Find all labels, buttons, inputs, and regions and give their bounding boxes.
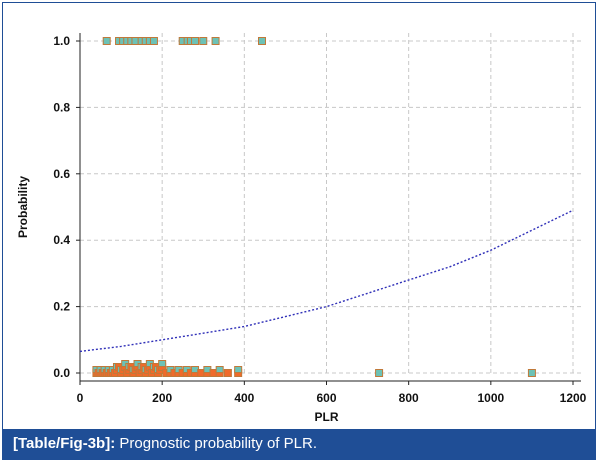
data-point (102, 37, 111, 45)
y-tick-label: 0.0 (53, 366, 70, 380)
data-point (211, 37, 220, 45)
y-axis-label: Probability (16, 176, 30, 238)
data-point (158, 360, 167, 367)
y-tick-label: 0.4 (53, 233, 70, 247)
data-point (191, 37, 200, 45)
data-point (199, 37, 208, 45)
x-tick-label: 1200 (560, 391, 587, 405)
axes (76, 33, 581, 385)
grid-lines (80, 33, 581, 374)
x-tick-label: 0 (77, 391, 84, 405)
y-tick-label: 1.0 (53, 34, 70, 48)
y-tick-label: 0.6 (53, 167, 70, 181)
fit-curve-layer (79, 209, 574, 353)
data-point (375, 369, 384, 377)
data-point (215, 366, 224, 373)
plr-probability-chart: 0 200 400 600 800 1000 12000.00.20.40.60.81.0 … (16, 33, 587, 424)
y-tick-label: 0.8 (53, 100, 70, 114)
data-point (223, 369, 232, 377)
caption-tag: [Table/Fig-3b]: (13, 435, 116, 452)
x-tick-label: 200 (152, 391, 172, 405)
figure-frame: 0 200 400 600 800 1000 1200 0.0 0.2 0.4 0.6 0.8 1.0 … (2, 2, 596, 460)
x-tick-label: 400 (234, 391, 254, 405)
data-point (527, 369, 536, 377)
data-point (234, 366, 243, 373)
x-tick-label: 1000 (477, 391, 504, 405)
tick-labels: 0 200 400 600 800 1000 1200 0.0 0.2 0.4 0.6 0.8 1.0 (53, 34, 586, 405)
x-tick-label: 600 (316, 391, 336, 405)
figure-caption: [Table/Fig-3b]: Prognostic probability o… (3, 429, 595, 459)
y-tick-label: 0.2 (53, 300, 70, 314)
fit-curve (79, 209, 574, 353)
data-points (92, 37, 536, 377)
x-axis-label: PLR (315, 410, 339, 424)
data-point (149, 37, 158, 45)
x-tick-label: 800 (399, 391, 419, 405)
caption-text: Prognostic probability of PLR. (119, 435, 317, 452)
data-point (257, 37, 266, 45)
